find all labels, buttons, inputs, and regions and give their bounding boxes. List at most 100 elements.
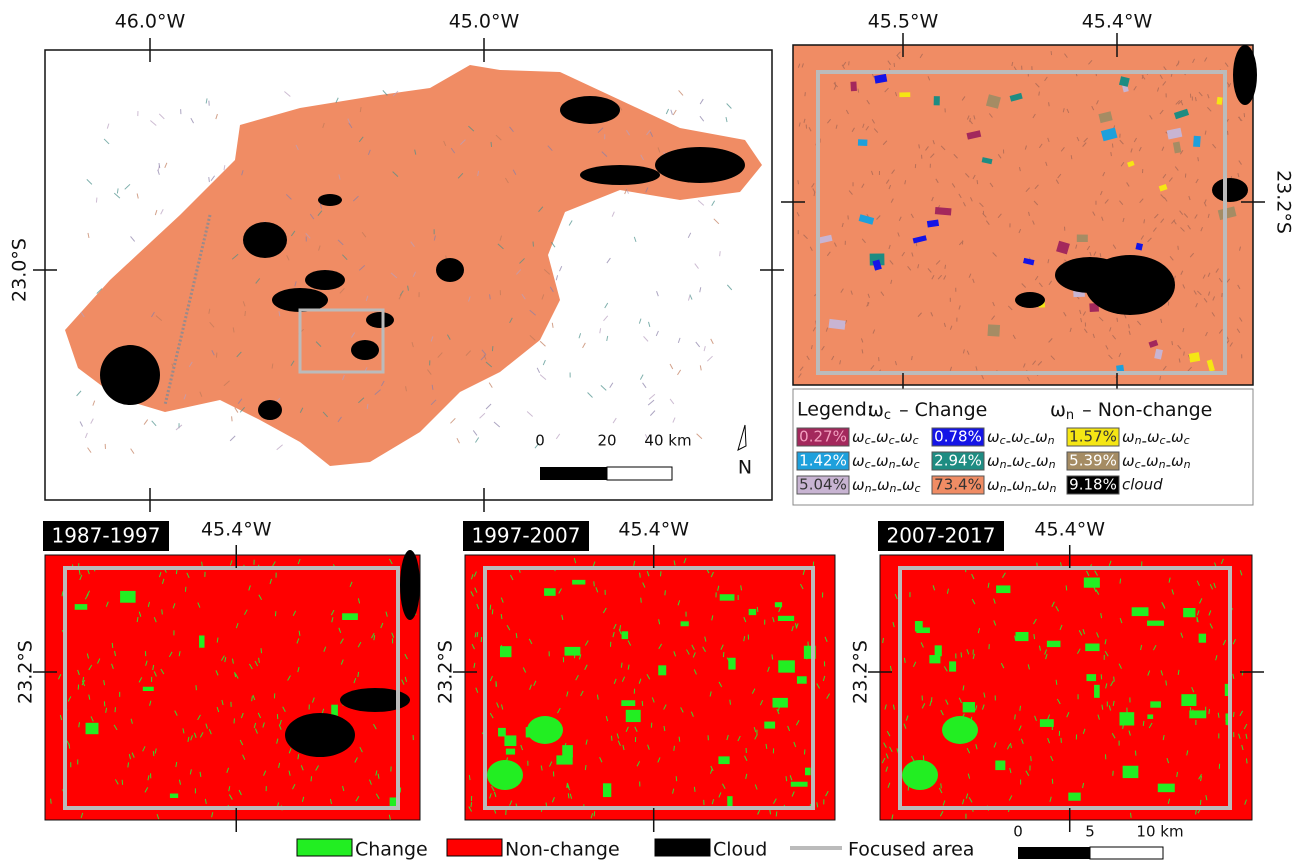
change-texture — [674, 746, 675, 751]
north-label: N — [738, 457, 752, 479]
lat-label: 23.2°S — [15, 640, 37, 704]
change-texture — [594, 811, 595, 816]
class-sub: n — [890, 482, 897, 495]
change-texture — [776, 811, 777, 816]
class-sub: c — [913, 434, 919, 447]
class-symbol: ω — [1011, 428, 1024, 446]
change-texture — [477, 632, 478, 637]
change-patch — [1189, 710, 1206, 718]
legend-percent: 9.18% — [1069, 476, 1117, 494]
change-patch — [199, 635, 204, 647]
change-texture — [79, 722, 80, 727]
change-texture — [261, 648, 262, 653]
change-texture — [298, 754, 299, 759]
class-symbol: ω — [1171, 452, 1184, 470]
change-texture — [471, 802, 472, 807]
change-texture — [252, 696, 253, 701]
texture — [945, 265, 946, 269]
change-texture — [594, 581, 595, 586]
scale-white — [1090, 847, 1163, 859]
change-texture — [1143, 721, 1144, 726]
texture — [977, 180, 978, 184]
change-patch — [572, 580, 585, 585]
change-patch — [506, 749, 515, 755]
class-patch — [899, 92, 910, 97]
change-patch — [791, 782, 808, 787]
cloud-patch — [560, 96, 620, 124]
change-patch — [1150, 701, 1161, 707]
change-texture — [665, 590, 666, 595]
key-symbol: ω — [868, 399, 884, 421]
texture — [1184, 352, 1185, 356]
change-patch — [1123, 766, 1139, 778]
change-patch — [658, 665, 666, 675]
change-patch — [1040, 719, 1054, 727]
change-texture — [621, 663, 622, 668]
cloud-patch — [580, 165, 660, 185]
change-patch — [1181, 694, 1196, 706]
class-sub: n — [889, 458, 896, 471]
cloud-patch — [1015, 292, 1045, 308]
change-patch — [727, 796, 732, 806]
texture — [1198, 157, 1199, 161]
change-patch — [775, 602, 782, 607]
change-patch — [1086, 674, 1096, 681]
change-patch — [143, 687, 154, 691]
change-patch — [622, 631, 629, 639]
class-symbol: ω — [900, 428, 913, 446]
scale-white — [607, 467, 672, 480]
change-patch — [86, 723, 99, 734]
scale-black — [1018, 847, 1090, 859]
cloud-patch — [400, 550, 420, 620]
change-texture — [1020, 706, 1021, 711]
texture — [720, 251, 721, 256]
change-texture — [311, 776, 312, 781]
change-texture — [153, 751, 154, 756]
change-patch — [778, 660, 795, 672]
legend-label: Non-change — [505, 839, 620, 861]
change-patch — [498, 728, 506, 737]
key-text: – Change — [899, 399, 987, 421]
lat-label: 23.2°S — [435, 640, 457, 704]
change-texture — [1031, 756, 1032, 761]
scale-label: 10 km — [1136, 823, 1183, 841]
change-patch — [1147, 621, 1164, 626]
texture — [1172, 341, 1173, 345]
change-patch — [527, 716, 563, 744]
cloud-patch — [305, 270, 345, 290]
class-symbol: ω — [1171, 428, 1184, 446]
class-patch — [934, 96, 940, 105]
legend-label: Focused area — [848, 839, 974, 861]
class-symbol: ω — [901, 452, 914, 470]
class-symbol: ω — [987, 476, 1000, 494]
change-patch — [1068, 793, 1080, 801]
legend-label: Change — [355, 839, 428, 861]
change-texture — [469, 775, 470, 780]
change-texture — [112, 643, 113, 648]
change-texture — [786, 776, 787, 781]
change-patch — [1147, 714, 1153, 719]
lon-label: 45.5°W — [868, 11, 939, 33]
legend-percent: 1.42% — [799, 452, 847, 470]
texture — [209, 177, 210, 182]
change-patch — [556, 755, 572, 764]
scale-label: 20 — [597, 432, 616, 450]
change-texture — [642, 701, 643, 706]
class-patch — [1217, 97, 1223, 105]
change-texture — [941, 783, 942, 788]
class-sub: c — [1184, 434, 1190, 447]
class-patch — [1189, 352, 1201, 362]
cloud-patch — [1233, 45, 1257, 105]
lat-label: 23.2°S — [1273, 170, 1295, 234]
class-symbol: ω — [1012, 476, 1025, 494]
class-symbol: ω — [1146, 452, 1159, 470]
key-symbol: ω — [1050, 399, 1066, 421]
change-patch — [1047, 641, 1061, 647]
class-symbol: ω — [852, 476, 865, 494]
change-patch — [773, 698, 788, 708]
lon-label: 45.4°W — [1082, 11, 1153, 33]
class-symbol: ω — [987, 428, 1000, 446]
change-texture — [1242, 670, 1243, 675]
lat-label: 23.0°S — [9, 238, 31, 302]
key-sub: c — [884, 408, 891, 423]
